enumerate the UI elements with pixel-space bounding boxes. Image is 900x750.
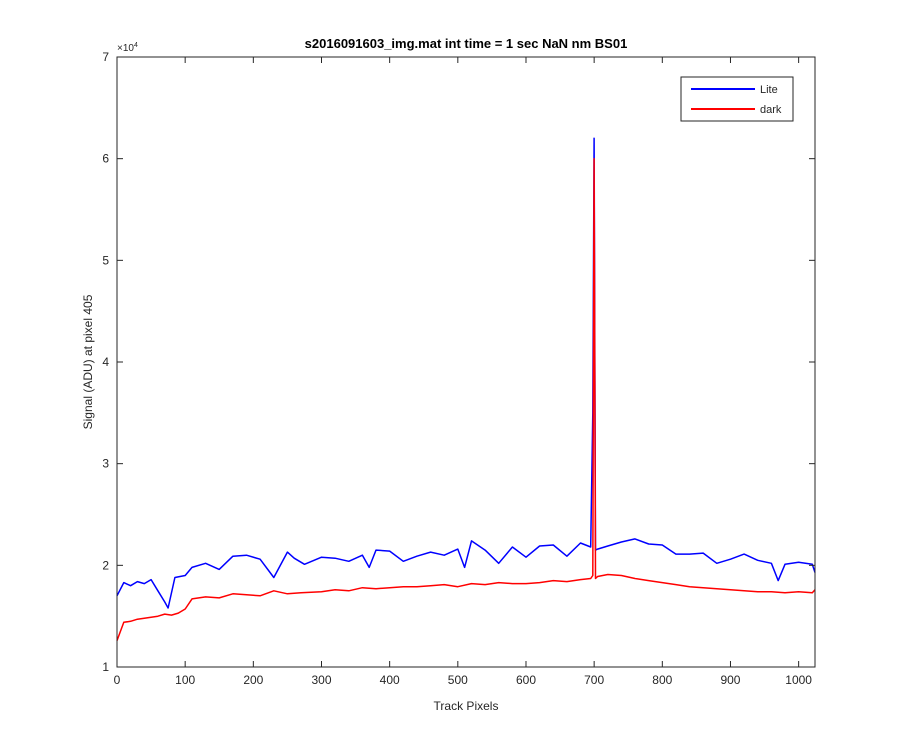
series-line-dark (116, 157, 816, 641)
x-tick-label: 900 (720, 673, 740, 687)
y-tick-label: 2 (102, 558, 109, 572)
legend-label-lite: Lite (760, 84, 778, 96)
x-tick-label: 200 (243, 673, 263, 687)
x-tick-label: 100 (175, 673, 195, 687)
x-tick-label: 0 (114, 673, 121, 687)
y-axis-label: Signal (ADU) at pixel 405 (81, 294, 95, 429)
y-tick-label: 4 (102, 355, 109, 369)
y-exponent-label: ×104 (117, 42, 138, 54)
y-exponent-power: 4 (134, 42, 138, 49)
series-line-lite (116, 137, 816, 609)
x-tick-label: 700 (584, 673, 604, 687)
x-tick-label: 800 (652, 673, 672, 687)
y-tick-label: 1 (102, 660, 109, 674)
x-tick-label: 400 (380, 673, 400, 687)
y-tick-label: 6 (102, 152, 109, 166)
y-exponent-base: ×10 (117, 43, 134, 54)
y-tick-label: 5 (102, 253, 109, 267)
y-tick-label: 7 (102, 50, 109, 64)
y-tick-label: 3 (102, 457, 109, 471)
legend: Lite dark (680, 76, 794, 122)
x-tick-label: 600 (516, 673, 536, 687)
x-tick-label: 500 (448, 673, 468, 687)
x-tick-label: 1000 (785, 673, 812, 687)
legend-label-dark: dark (760, 104, 782, 116)
x-tick-label: 300 (311, 673, 331, 687)
series-layer (116, 137, 816, 641)
plot-area: 0 100 200 300 400 500 600 700 800 900 1000 1 2 3 4 5 6 7 (102, 50, 816, 687)
ticks-layer: 0 100 200 300 400 500 600 700 800 900 1000 1 2 3 4 5 6 7 (102, 50, 815, 687)
legend-box (680, 76, 794, 122)
x-axis-label: Track Pixels (434, 699, 499, 713)
chart-title: s2016091603_img.mat int time = 1 sec NaN… (305, 36, 628, 51)
axes-box (117, 57, 815, 667)
svg-text:×104: ×104 (117, 42, 138, 54)
